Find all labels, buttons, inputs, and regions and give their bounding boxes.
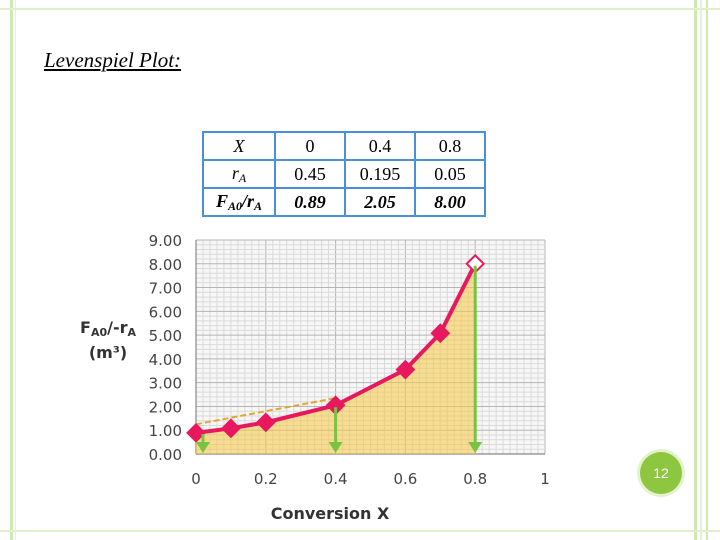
table-cell: 0.8 bbox=[414, 131, 486, 161]
data-point bbox=[465, 253, 486, 274]
page-number-badge: 12 bbox=[640, 452, 682, 494]
data-point bbox=[430, 323, 451, 344]
table-cell: 8.00 bbox=[414, 187, 486, 217]
table-cell: 0.4 bbox=[344, 131, 416, 161]
table-row: FA0/rA 0.89 2.05 8.00 bbox=[202, 187, 486, 217]
x-tick-label: 0.8 bbox=[463, 470, 487, 488]
table-row: rA 0.45 0.195 0.05 bbox=[202, 159, 486, 189]
x-axis-label: Conversion X bbox=[271, 504, 390, 523]
y-tick-label: 7.00 bbox=[149, 280, 182, 298]
slide-title: Levenspiel Plot: bbox=[44, 48, 182, 72]
y-tick-label: 1.00 bbox=[149, 422, 182, 440]
chart-tick-layer: 0.00 1.00 2.00 3.00 4.00 5.00 6.00 7.00 8.00 9.00… bbox=[149, 232, 550, 488]
y-tick-label: 2.00 bbox=[149, 398, 182, 416]
frame-rule-right-outer bbox=[706, 0, 708, 540]
data-point bbox=[221, 418, 241, 439]
frame-rule-right bbox=[694, 0, 697, 540]
trapezoid-line bbox=[195, 397, 336, 426]
frame-rule-left bbox=[10, 0, 13, 540]
table-cell: 0.05 bbox=[414, 159, 486, 189]
table-cell: 2.05 bbox=[344, 187, 416, 217]
frame-rule-bottom bbox=[0, 530, 720, 532]
chart-line-layer bbox=[186, 253, 486, 443]
y-tick-label: 4.00 bbox=[149, 351, 182, 369]
frame-rule-top bbox=[0, 8, 720, 10]
frame-rule-left-thin bbox=[15, 0, 16, 540]
data-point bbox=[186, 422, 206, 443]
x-tick-label: 1 bbox=[540, 470, 550, 488]
row-label-ra: rA bbox=[202, 159, 276, 189]
y-tick-label: 9.00 bbox=[149, 232, 182, 250]
arrow-head bbox=[468, 442, 483, 453]
frame-rule-right-thin bbox=[700, 0, 702, 540]
table-cell: 0 bbox=[274, 131, 346, 161]
y-tick-label: 6.00 bbox=[149, 303, 182, 321]
row-label-fa0-ra: FA0/rA bbox=[202, 187, 276, 217]
x-tick-label: 0.4 bbox=[324, 470, 348, 488]
chart-area-layer bbox=[195, 263, 476, 454]
table-row: X 0 0.4 0.8 bbox=[202, 131, 486, 161]
y-axis-label: FA0/-rA (m³) bbox=[80, 318, 136, 362]
arrow-head bbox=[328, 442, 343, 453]
data-point bbox=[325, 395, 346, 416]
data-table: X 0 0.4 0.8 rA 0.45 0.195 0.05 FA0/rA 0.… bbox=[202, 131, 486, 217]
y-tick-label: 8.00 bbox=[149, 256, 182, 274]
y-tick-label: 3.00 bbox=[149, 375, 182, 393]
table-cell: 0.89 bbox=[274, 187, 346, 217]
y-tick-label: 5.00 bbox=[149, 327, 182, 345]
x-tick-label: 0 bbox=[191, 470, 201, 488]
chart-arrow-layer bbox=[195, 265, 483, 453]
table-cell: 0.195 bbox=[344, 159, 416, 189]
data-point bbox=[395, 359, 416, 380]
table-cell: 0.45 bbox=[274, 159, 346, 189]
x-tick-label: 0.2 bbox=[254, 470, 278, 488]
row-label-x: X bbox=[202, 131, 276, 161]
y-tick-label: 0.00 bbox=[149, 446, 182, 464]
data-point bbox=[255, 412, 276, 433]
x-tick-label: 0.6 bbox=[393, 470, 417, 488]
arrow-head bbox=[195, 442, 210, 453]
shaded-area bbox=[196, 263, 476, 454]
